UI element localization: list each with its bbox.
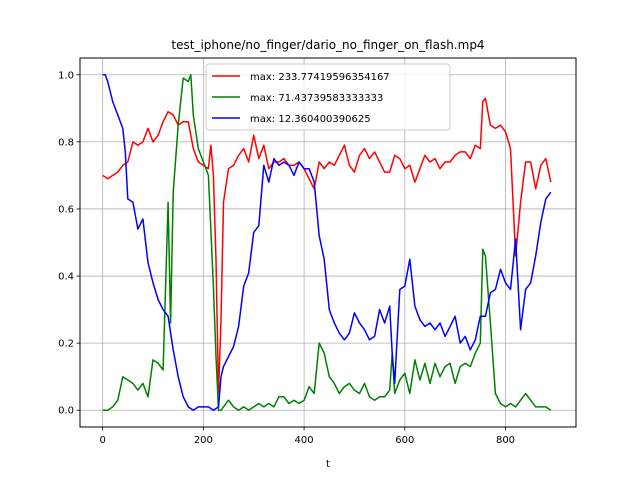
legend-label-red: max: 233.77419596354167: [250, 72, 390, 83]
series-line-blue: [102, 74, 552, 411]
ticks: 0 200 400 600 800 0.0 0.2 0.4 0.6 0.8 1.0: [58, 70, 515, 446]
series-lines: [102, 74, 552, 411]
x-tick-label: 400: [295, 435, 314, 446]
y-tick-label: 0.8: [58, 137, 74, 148]
legend-box: [205, 63, 451, 131]
legend: max: 233.77419596354167 max: 71.43739583…: [205, 63, 451, 131]
y-tick-label: 0.2: [58, 339, 74, 350]
y-tick-label: 0.0: [58, 406, 74, 417]
series-line-green: [102, 74, 552, 411]
x-tick-label: 600: [395, 435, 414, 446]
y-tick-label: 0.6: [58, 204, 74, 215]
x-tick-label: 800: [496, 435, 515, 446]
legend-label-green: max: 71.43739583333333: [250, 93, 383, 104]
chart-title: test_iphone/no_finger/dario_no_finger_on…: [171, 38, 484, 52]
y-tick-label: 0.4: [58, 272, 74, 283]
x-tick-label: 200: [194, 435, 213, 446]
x-axis-label: t: [326, 459, 330, 470]
x-tick-label: 0: [99, 435, 105, 446]
y-tick-label: 1.0: [58, 70, 74, 81]
legend-label-blue: max: 12.360400390625: [250, 114, 371, 125]
plot-frame: [79, 57, 577, 428]
series-line-red: [102, 97, 552, 395]
